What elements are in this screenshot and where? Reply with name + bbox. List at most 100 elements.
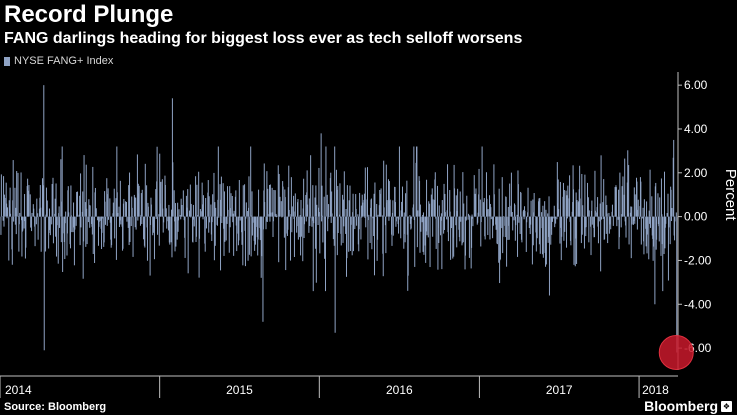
bar-2016-05-12 [377,216,379,240]
bar-2014-06-12 [70,215,72,217]
bar-2017-08-21 [580,216,582,244]
bar-2016-04-12 [363,193,365,217]
bar-2014-10-01 [119,216,121,221]
bar-2016-08-23 [422,214,424,217]
y-tick-label: 2.00 [684,166,708,180]
legend-label: NYSE FANG+ Index [14,55,114,67]
bar-2016-01-20 [327,216,329,219]
bar-2017-09-22 [594,210,596,217]
bar-2016-03-31 [358,216,360,230]
bar-2017-08-03 [573,189,575,217]
bar-2015-05-01 [212,194,214,217]
bar-2015-11-19 [300,199,302,217]
bar-2016-08-18 [419,204,421,217]
bar-2016-08-03 [413,146,415,217]
bar-2015-09-16 [272,216,274,238]
bar-2015-07-20 [247,211,249,217]
bar-2016-04-15 [365,216,367,228]
bar-2015-04-30 [211,216,213,223]
bar-2016-05-04 [373,193,375,217]
bar-2018-02-12 [657,193,659,217]
bar-2014-08-13 [97,216,99,246]
bar-2017-12-08 [628,216,630,245]
bar-2016-03-11 [349,216,351,251]
y-tick-label: -2.00 [684,253,712,267]
bar-2014-01-16 [6,216,8,219]
bar-2017-08-28 [583,216,585,249]
bar-2015-09-24 [276,216,278,218]
bar-2014-09-12 [111,216,113,246]
bar-2014-04-03 [40,207,42,217]
bar-2018-02-23 [662,216,664,292]
bar-2017-11-22 [621,186,623,217]
bar-2014-07-21 [87,216,89,223]
bar-2016-03-21 [354,216,356,230]
bar-2014-01-24 [10,213,12,217]
bar-2016-03-30 [358,216,360,252]
bar-2014-09-04 [107,188,109,217]
bar-2015-02-27 [184,216,186,258]
bar-2015-01-13 [164,184,166,217]
bar-2014-09-08 [109,198,111,217]
bar-2015-02-10 [177,202,179,217]
bar-2016-06-06 [387,179,389,217]
bar-2017-11-02 [612,216,614,226]
bar-2017-11-13 [617,216,619,220]
bar-2017-06-21 [554,216,556,228]
bar-2015-05-05 [213,216,215,261]
bar-2017-12-07 [628,165,630,217]
bar-2015-06-19 [233,210,235,217]
bar-2014-06-10 [69,216,71,249]
bar-2016-08-11 [416,216,418,248]
bar-2016-07-12 [403,212,405,217]
bar-2014-10-21 [128,185,130,217]
bar-2015-09-04 [267,188,269,217]
bar-2017-06-07 [548,216,550,237]
bar-2014-02-28 [25,216,27,248]
bar-2015-11-30 [305,194,307,217]
bar-2016-01-11 [323,196,325,217]
bar-2014-06-02 [66,216,68,256]
legend-swatch [4,56,10,66]
bar-2017-11-20 [620,216,622,228]
bar-2014-10-23 [129,172,131,217]
bar-2014-09-23 [115,216,117,260]
bar-2014-04-14 [45,216,47,252]
bar-2016-04-25 [369,216,371,243]
chart-title: Record Plunge [4,1,174,28]
bar-2016-02-16 [339,183,341,217]
bar-2015-03-05 [187,189,189,217]
bar-2016-09-27 [437,216,439,270]
bar-2015-02-12 [178,216,180,221]
bar-2014-09-22 [115,198,117,217]
bar-2016-05-13 [377,214,379,217]
bar-2015-08-31 [265,216,267,230]
bar-2016-07-15 [405,193,407,217]
bar-2017-03-23 [514,216,516,241]
bar-2015-08-05 [254,216,256,251]
bar-2014-08-29 [104,216,106,225]
bar-2015-12-09 [309,216,311,226]
bar-2016-11-18 [460,216,462,222]
bar-2016-05-31 [385,216,387,254]
bar-2017-05-18 [539,197,541,217]
bar-2015-01-16 [166,216,168,229]
bar-2014-09-25 [116,192,118,217]
bar-2016-02-11 [337,185,339,217]
x-tick-label: 2014 [5,383,32,397]
bar-2016-07-11 [403,216,405,249]
bar-2016-03-03 [346,216,348,259]
bar-2017-09-07 [588,216,590,243]
bar-2016-11-17 [459,191,461,217]
bar-2016-07-14 [404,216,406,243]
bar-2015-12-03 [306,170,308,217]
bar-2014-08-11 [97,216,99,221]
bar-2017-10-04 [600,216,602,272]
bar-2016-12-14 [471,214,473,217]
bar-2017-06-23 [555,216,557,224]
bar-2014-04-29 [51,183,53,217]
bar-2014-11-20 [141,216,143,225]
bar-2017-06-16 [552,216,554,222]
bar-2014-07-02 [79,216,81,246]
bar-2014-12-25 [156,146,158,217]
